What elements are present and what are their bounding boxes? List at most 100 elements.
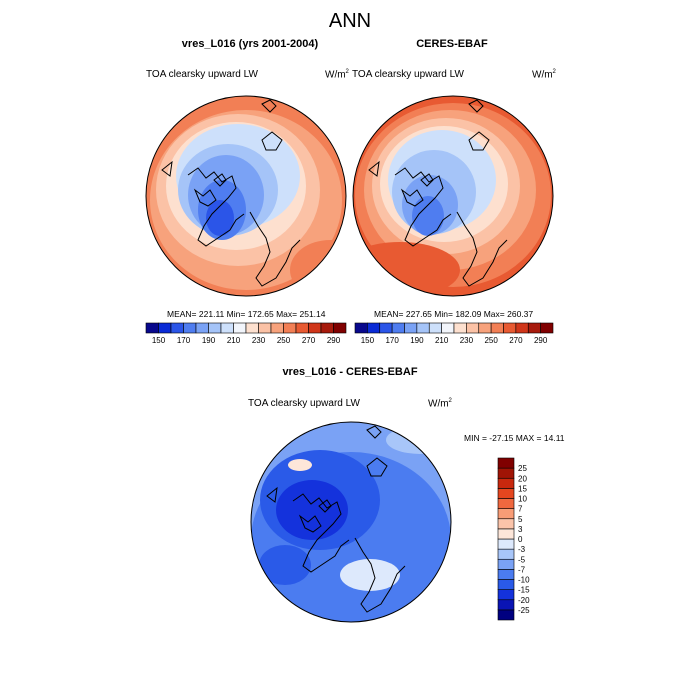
- colorbar2-swatch: [354, 322, 368, 334]
- colorbar3-swatch: [497, 488, 515, 499]
- colorbar1-swatch: [233, 322, 247, 334]
- colorbar3-tick-label: 7: [518, 505, 523, 514]
- colorbar3-swatch: [497, 548, 515, 560]
- map1-coastlines: [161, 99, 301, 287]
- colorbar1-tick-label: 250: [277, 336, 291, 345]
- panel3-max-label: MAX =: [515, 433, 542, 443]
- panel2-mean-value: 227.65: [405, 309, 432, 319]
- panel1-mean-value: 221.11: [198, 309, 225, 319]
- colorbar1-tick-label: 150: [152, 336, 166, 345]
- colorbar3-swatch: [497, 579, 515, 590]
- colorbar3-swatch: [497, 508, 515, 520]
- colorbar3-tick-label: 15: [518, 484, 527, 493]
- colorbar2-swatch: [478, 322, 492, 334]
- panel3-stats: MIN = -27.15 MAX = 14.11: [464, 433, 565, 443]
- colorbar1: 150 170 190 210 230 250 270 290: [145, 322, 347, 345]
- colorbar2-tick-label: 290: [534, 336, 548, 345]
- page-title: ANN: [328, 10, 372, 32]
- map3-coastlines: [266, 425, 406, 613]
- panel1-min-value: 172.65: [247, 309, 274, 319]
- colorbar3-tick-label: -10: [518, 576, 530, 585]
- colorbar2-tick-label: 190: [410, 336, 424, 345]
- panel2-max-label: Max=: [483, 309, 505, 319]
- colorbar1-swatch: [320, 322, 334, 334]
- panel2-stats: MEAN= 227.65 Min= 182.09 Max= 260.37: [374, 309, 533, 319]
- colorbar3-swatch: [497, 569, 515, 580]
- colorbar1-swatch: [308, 322, 322, 334]
- panel1-mean-label: MEAN=: [167, 309, 197, 319]
- colorbar2: 150 170 190 210 230 250 270 290: [354, 322, 554, 345]
- colorbar2-tick-label: 270: [509, 336, 523, 345]
- panel2-units: W/m2: [532, 69, 556, 81]
- colorbar3-swatch: [497, 528, 515, 540]
- colorbar1-swatch: [270, 322, 284, 334]
- colorbar2-swatch: [503, 322, 517, 334]
- colorbar3-tick-label: -20: [518, 596, 530, 605]
- colorbar2-swatch: [367, 322, 381, 334]
- map2-coastlines: [368, 99, 508, 287]
- colorbar1-tick-label: 270: [302, 336, 316, 345]
- colorbar1-swatch: [208, 322, 222, 334]
- colorbar2-swatch: [540, 322, 554, 334]
- colorbar2-swatch: [453, 322, 467, 334]
- map2-field: [353, 96, 553, 296]
- colorbar3-swatch: [497, 518, 515, 530]
- colorbar1-swatch: [295, 322, 309, 334]
- map1-boundary: [145, 95, 347, 297]
- colorbar3-swatch: [497, 538, 515, 550]
- colorbar3-tick-label: 3: [518, 525, 523, 534]
- colorbar2-swatch: [441, 322, 455, 334]
- panel3-min-label: MIN =: [464, 433, 487, 443]
- colorbar3-swatch: [497, 609, 515, 621]
- colorbar3-tick-label: 10: [518, 495, 527, 504]
- colorbar1-tick-label: 190: [202, 336, 216, 345]
- colorbar3-tick-label: 0: [518, 535, 523, 544]
- colorbar1-tick-label: 290: [327, 336, 341, 345]
- panel3-min-value: -27.15: [489, 433, 514, 443]
- colorbar1-swatch: [283, 322, 297, 334]
- colorbar1-tick-label: 210: [227, 336, 241, 345]
- colorbar1-swatch: [220, 322, 234, 334]
- map3-field: [251, 422, 451, 622]
- colorbar3-tick-label: -5: [518, 555, 526, 564]
- map3-boundary: [250, 421, 452, 623]
- colorbar3-tick-label: -3: [518, 545, 526, 554]
- colorbar3-swatch: [497, 467, 515, 479]
- panel2-title: CERES-EBAF: [416, 38, 488, 50]
- colorbar1-swatch: [195, 322, 209, 334]
- colorbar1-swatch: [183, 322, 197, 334]
- panel2-left-label: TOA clearsky upward LW: [352, 69, 464, 80]
- colorbar3-swatch: [497, 589, 515, 601]
- colorbar1-swatch: [333, 322, 347, 334]
- colorbar2-swatch: [404, 322, 418, 334]
- colorbar2-swatch: [515, 322, 529, 334]
- map1-field: [146, 96, 346, 296]
- panel1-min-label: Min=: [226, 309, 246, 319]
- colorbar3-swatch: [497, 498, 515, 509]
- colorbar2-tick-label: 210: [435, 336, 449, 345]
- panel1-max-label: Max=: [276, 309, 298, 319]
- colorbar1-swatch: [245, 322, 259, 334]
- colorbar3-tick-label: 20: [518, 474, 527, 483]
- panel1-title: vres_L016 (yrs 2001-2004): [181, 38, 319, 50]
- panel3-left-label: TOA clearsky upward LW: [248, 398, 360, 409]
- panel2-min-label: Min=: [434, 309, 453, 319]
- panel1-left-label: TOA clearsky upward LW: [146, 69, 258, 80]
- colorbar3-swatch: [497, 558, 515, 570]
- colorbar2-swatch: [490, 322, 504, 334]
- map2-boundary: [352, 95, 554, 297]
- colorbar2-tick-label: 230: [460, 336, 474, 345]
- colorbar2-tick-label: 170: [385, 336, 399, 345]
- colorbar3-tick-label: 25: [518, 464, 527, 473]
- colorbar2-swatch: [379, 322, 393, 334]
- colorbar1-swatch: [158, 322, 172, 334]
- colorbar3-tick-label: -15: [518, 586, 530, 595]
- colorbar2-swatch: [466, 322, 480, 334]
- colorbar2-tick-label: 150: [361, 336, 375, 345]
- panel2-max-value: 260.37: [507, 309, 534, 319]
- colorbar3-tick-label: -7: [518, 565, 526, 574]
- colorbar3-tick-label: -25: [518, 606, 530, 615]
- panel2-mean-label: MEAN=: [374, 309, 404, 319]
- colorbar1-swatch: [145, 322, 159, 334]
- panel3-max-value: 14.11: [543, 433, 565, 443]
